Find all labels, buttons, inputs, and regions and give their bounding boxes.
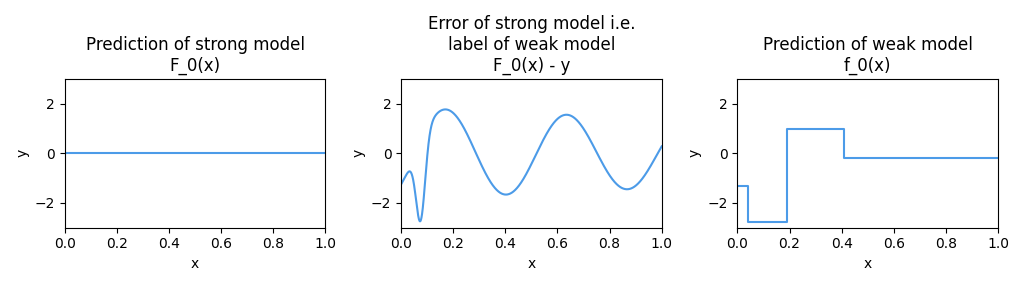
Title: Error of strong model i.e.
label of weak model
F_0(x) - y: Error of strong model i.e. label of weak…: [428, 15, 635, 75]
X-axis label: x: x: [190, 257, 200, 271]
Y-axis label: y: y: [15, 149, 29, 158]
Title: Prediction of weak model
f_0(x): Prediction of weak model f_0(x): [763, 36, 973, 75]
Y-axis label: y: y: [688, 149, 701, 158]
Y-axis label: y: y: [351, 149, 366, 158]
Title: Prediction of strong model
F_0(x): Prediction of strong model F_0(x): [86, 36, 304, 75]
X-axis label: x: x: [863, 257, 871, 271]
X-axis label: x: x: [527, 257, 536, 271]
